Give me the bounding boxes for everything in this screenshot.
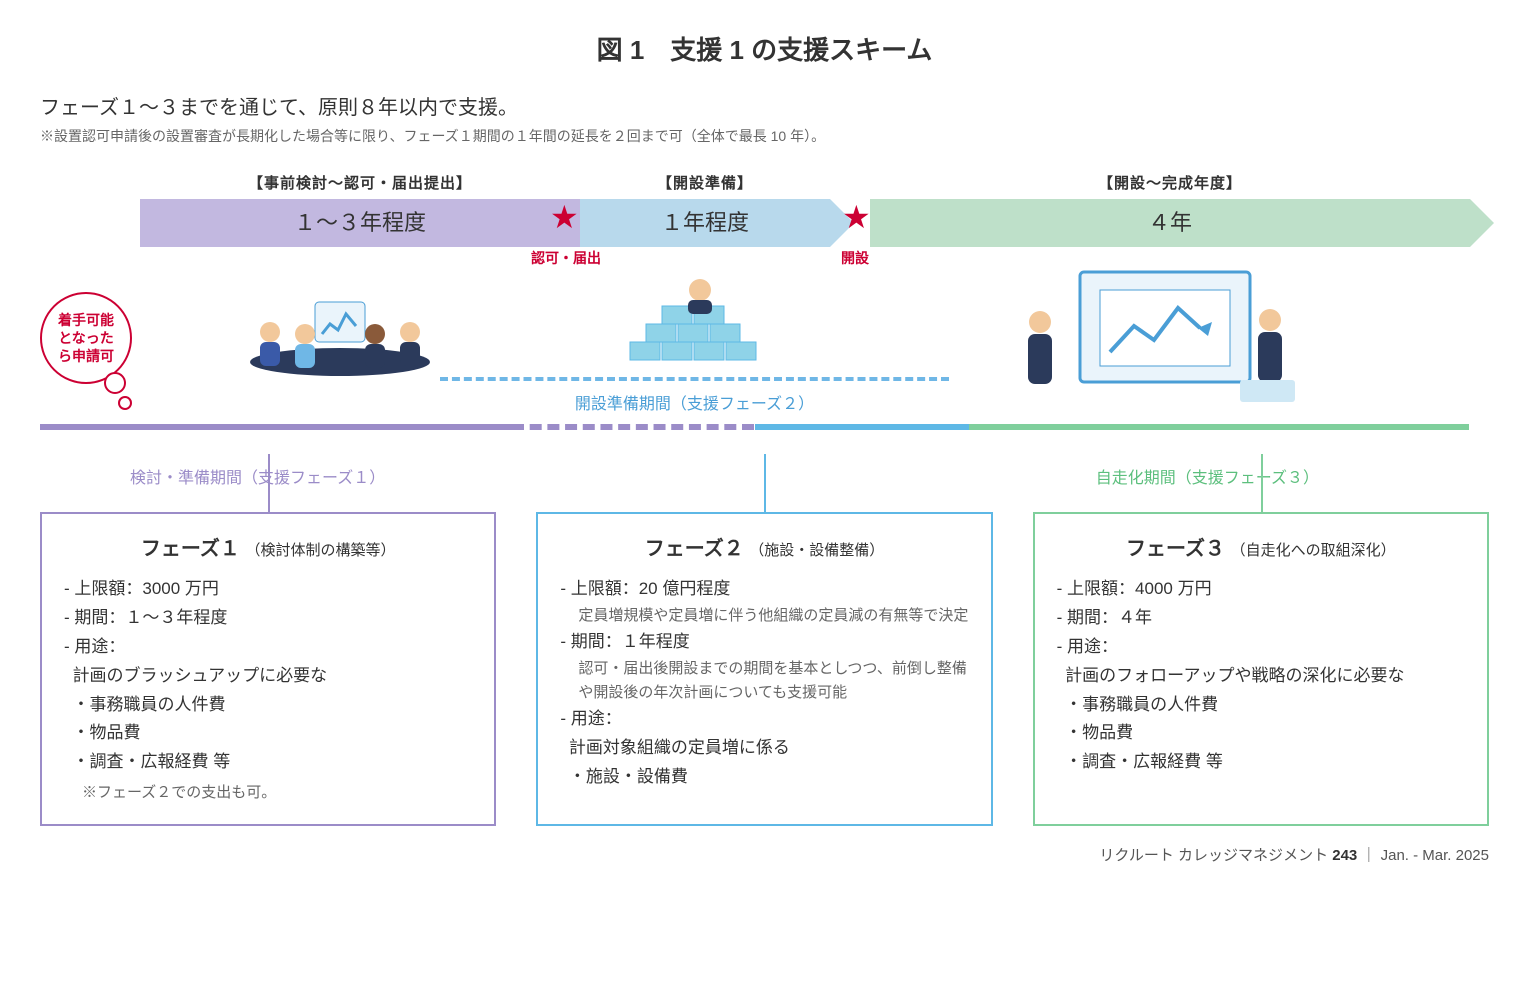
milestone-star-icon: ★ bbox=[550, 198, 579, 236]
phase-3-bracket: 【開設～完成年度】 bbox=[870, 172, 1470, 193]
timeline: 【事前検討～認可・届出提出】 １～３年程度 【開設準備】 １年程度 【開設～完成… bbox=[40, 172, 1489, 452]
milestone-1-label: 認可・届出 bbox=[526, 248, 606, 268]
phase-2-use-label: - 用途： bbox=[560, 705, 968, 734]
phase-2-bracket: 【開設準備】 bbox=[580, 172, 830, 193]
figure-note: ※設置認可申請後の設置審査が長期化した場合等に限り、フェーズ１期間の１年間の延長… bbox=[40, 126, 1489, 146]
thought-bubble: 着手可能となったら申請可 bbox=[40, 292, 132, 384]
connector-line bbox=[268, 454, 270, 514]
phase-2-limit-sub: 定員増規模や定員増に伴う他組織の定員減の有無等で決定 bbox=[578, 604, 968, 628]
figure-subtitle: フェーズ１～３までを通じて、原則８年以内で支援。 bbox=[40, 91, 1489, 120]
phase-1-note: ※フェーズ２での支出も可。 bbox=[82, 781, 472, 802]
phase-1-bullet: ・調査・広報経費 等 bbox=[73, 748, 473, 777]
phase-3-limit: - 上限額：4000 万円 bbox=[1057, 575, 1465, 604]
phase-3-arrow: ４年 bbox=[870, 199, 1470, 247]
phase-1-limit: - 上限額：3000 万円 bbox=[64, 575, 472, 604]
phase-box-2-title: フェーズ２ （施設・設備整備） bbox=[560, 532, 968, 561]
phase-2-limit: - 上限額：20 億円程度 bbox=[560, 575, 968, 604]
connector-line bbox=[764, 454, 766, 514]
phase-box-3-title: フェーズ３ （自走化への取組深化） bbox=[1057, 532, 1465, 561]
figure-title: 図 1 支援 1 の支援スキーム bbox=[40, 30, 1489, 67]
phase-3-use-label: - 用途： bbox=[1057, 633, 1465, 662]
phase-1-arrow: １～３年程度 bbox=[140, 199, 580, 247]
phase-1-bullet: ・事務職員の人件費 bbox=[73, 691, 473, 720]
timeline-phase-1: 【事前検討～認可・届出提出】 １～３年程度 bbox=[140, 172, 580, 255]
connector-line bbox=[1261, 454, 1263, 514]
illustration-presentation bbox=[990, 262, 1310, 412]
phase3-span-label: 自走化期間（支援フェーズ３） bbox=[1096, 464, 1319, 488]
phase-box-2: フェーズ２ （施設・設備整備） - 上限額：20 億円程度 定員増規模や定員増に… bbox=[536, 512, 992, 826]
phase-1-period: - 期間：１～３年程度 bbox=[64, 604, 472, 633]
phase-3-use-intro: 計画のフォローアップや戦略の深化に必要な bbox=[1065, 662, 1465, 691]
phase-2-use-intro: 計画対象組織の定員増に係る bbox=[569, 734, 969, 763]
phase-1-use-intro: 計画のブラッシュアップに必要な bbox=[73, 662, 473, 691]
milestone-2-label: 開設 bbox=[830, 248, 880, 268]
phase-3-bullet: ・事務職員の人件費 bbox=[1065, 691, 1465, 720]
illustration-construction bbox=[610, 262, 790, 382]
footer-credit: リクルート カレッジマネジメント 243 ｜ Jan. - Mar. 2025 bbox=[40, 844, 1489, 865]
phase1-span-label: 検討・準備期間（支援フェーズ１） bbox=[130, 464, 385, 488]
phase-1-bullet: ・物品費 bbox=[73, 719, 473, 748]
phase-box-1: フェーズ１ （検討体制の構築等） - 上限額：3000 万円 - 期間：１～３年… bbox=[40, 512, 496, 826]
phase-1-use-label: - 用途： bbox=[64, 633, 472, 662]
illustration-meeting bbox=[210, 262, 470, 392]
phase-2-arrow: １年程度 bbox=[580, 199, 830, 247]
phase2-span-label: 開設準備期間（支援フェーズ２） bbox=[440, 390, 949, 414]
milestone-star-icon: ★ bbox=[842, 198, 871, 236]
phase-boxes: フェーズ１ （検討体制の構築等） - 上限額：3000 万円 - 期間：１～３年… bbox=[40, 512, 1489, 826]
phase-2-period-sub: 認可・届出後開設までの期間を基本としつつ、前倒し整備や開設後の年次計画についても… bbox=[578, 657, 968, 705]
thought-bubble-text: 着手可能となったら申請可 bbox=[58, 311, 114, 366]
phase-box-1-title: フェーズ１ （検討体制の構築等） bbox=[64, 532, 472, 561]
phase-3-period: - 期間：４年 bbox=[1057, 604, 1465, 633]
timeline-phase-3: 【開設～完成年度】 ４年 bbox=[870, 172, 1470, 255]
phase-2-bullet: ・施設・設備費 bbox=[569, 763, 969, 792]
phase-1-bracket: 【事前検討～認可・届出提出】 bbox=[140, 172, 580, 193]
phase-box-3: フェーズ３ （自走化への取組深化） - 上限額：4000 万円 - 期間：４年 … bbox=[1033, 512, 1489, 826]
phase2-span-dash bbox=[440, 377, 949, 381]
phase-3-bullet: ・物品費 bbox=[1065, 719, 1465, 748]
timeline-phase-2: 【開設準備】 １年程度 bbox=[580, 172, 830, 255]
phase-span-bar bbox=[40, 424, 1469, 434]
phase-3-bullet: ・調査・広報経費 等 bbox=[1065, 748, 1465, 777]
phase-2-period: - 期間：１年程度 bbox=[560, 628, 968, 657]
